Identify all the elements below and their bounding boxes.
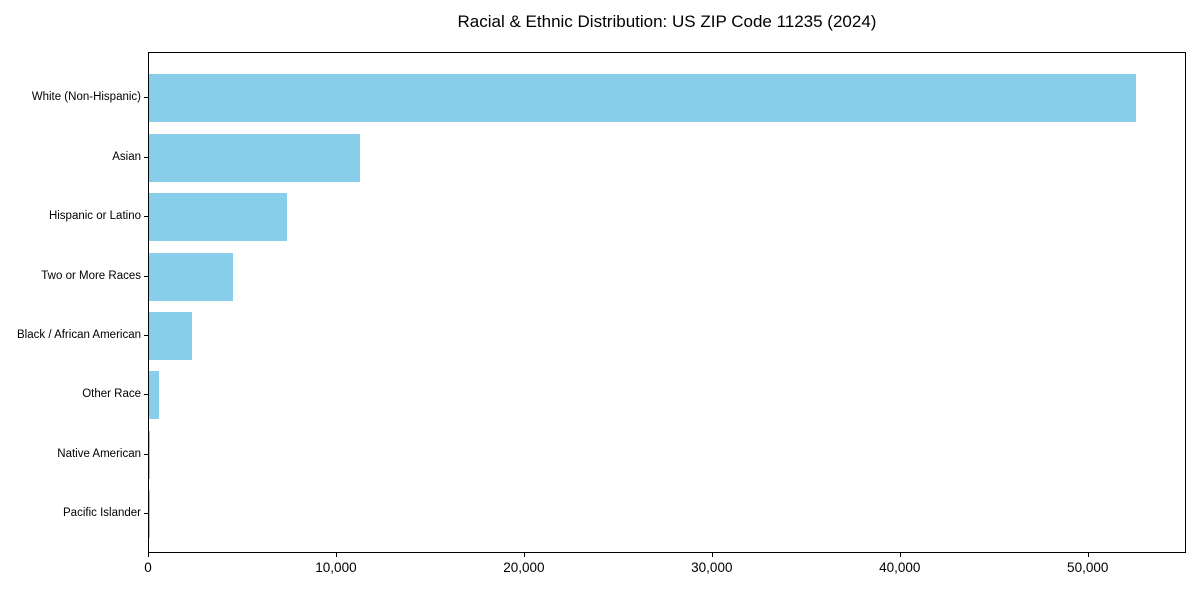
bar [149, 193, 288, 242]
y-tick [144, 216, 148, 218]
y-tick [144, 394, 148, 396]
x-tick [335, 553, 337, 557]
y-axis-label: Black / African American [17, 329, 141, 342]
x-tick [1087, 553, 1089, 557]
x-tick-label: 50,000 [1067, 560, 1109, 575]
x-tick-label: 40,000 [879, 560, 921, 575]
y-axis-label: White (Non-Hispanic) [31, 91, 141, 104]
bar [149, 430, 151, 479]
x-tick [523, 553, 525, 557]
bar [149, 74, 1136, 123]
x-tick [711, 553, 713, 557]
y-axis-label: Asian [112, 150, 141, 163]
plot-area [148, 52, 1186, 553]
bar [149, 133, 361, 182]
y-axis-label: Hispanic or Latino [48, 210, 141, 223]
y-tick [144, 275, 148, 277]
y-axis-label: Other Race [82, 388, 141, 401]
y-axis-label: Native American [57, 447, 141, 460]
y-tick [144, 513, 148, 515]
x-tick [899, 553, 901, 557]
y-axis: White (Non-Hispanic) Asian Hispanic or Lat… [0, 0, 141, 600]
x-tick-label: 30,000 [691, 560, 733, 575]
y-tick [144, 335, 148, 337]
x-tick-label: 0 [144, 560, 152, 575]
x-tick-label: 20,000 [503, 560, 545, 575]
x-tick-label: 10,000 [315, 560, 357, 575]
y-tick [144, 97, 148, 99]
chart-title: Racial & Ethnic Distribution: US ZIP Cod… [457, 12, 877, 31]
y-axis-label: Pacific Islander [63, 507, 141, 520]
bar [149, 312, 192, 361]
y-axis-label: Two or More Races [41, 269, 141, 282]
bar [149, 252, 234, 301]
x-tick [148, 553, 149, 557]
y-tick [144, 453, 148, 455]
y-tick [144, 156, 148, 158]
bar [149, 371, 159, 420]
